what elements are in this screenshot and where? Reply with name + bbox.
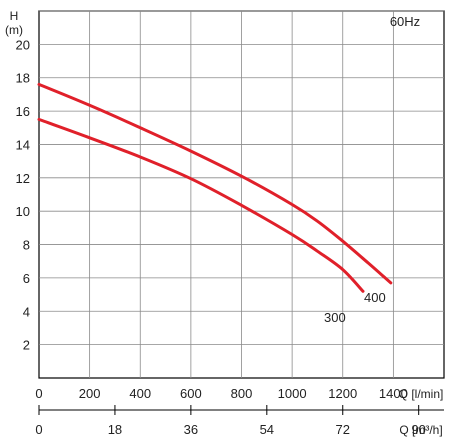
x-tick-label: 1200 (328, 386, 357, 401)
y-tick-label: 6 (23, 271, 30, 286)
series-label-300: 300 (324, 310, 346, 325)
y-axis-label-unit: (m) (5, 23, 23, 37)
y-tick-label: 16 (16, 104, 30, 119)
series-lines (37, 82, 393, 293)
x2-tick-label: 72 (336, 422, 350, 437)
y-axis-label-h: H (10, 9, 19, 23)
y-tick-label: 8 (23, 238, 30, 253)
x2-tick-label: 18 (108, 422, 122, 437)
x-tick-label: 600 (180, 386, 202, 401)
x2-tick-label: 54 (260, 422, 274, 437)
x2-tick-label: 0 (35, 422, 42, 437)
x-axis-label-primary: Q [l/min] (399, 387, 444, 401)
x-tick-label: 200 (79, 386, 101, 401)
x-tick-label: 1400 (379, 386, 408, 401)
y-tick-label: 10 (16, 204, 30, 219)
x-tick-label: 0 (35, 386, 42, 401)
x2-tick-label: 36 (184, 422, 198, 437)
x-tick-labels-primary: 0 200 400 600 800 1000 1200 1400 (35, 386, 407, 401)
y-tick-label: 4 (23, 304, 30, 319)
series-label-400: 400 (364, 290, 386, 305)
x-tick-labels-secondary: 0 18 36 54 72 90 (35, 422, 426, 437)
x-tick-label: 1000 (278, 386, 307, 401)
series-line-300 (37, 117, 365, 293)
series-line-400 (37, 82, 393, 285)
y-tick-label: 14 (16, 137, 30, 152)
frequency-label: 60Hz (390, 14, 420, 29)
y-tick-label: 20 (16, 37, 30, 52)
x-axis-label-secondary: Q [m³/h] (399, 423, 442, 437)
x-tick-label: 800 (231, 386, 253, 401)
y-tick-labels: 2 4 6 8 10 12 14 16 18 20 (16, 37, 30, 352)
x-tick-label: 400 (129, 386, 151, 401)
y-tick-label: 2 (23, 338, 30, 353)
y-tick-label: 18 (16, 71, 30, 86)
y-tick-label: 12 (16, 171, 30, 186)
grid (39, 10, 444, 378)
x2-tick-label: 90 (411, 422, 425, 437)
secondary-axis (38, 405, 444, 415)
